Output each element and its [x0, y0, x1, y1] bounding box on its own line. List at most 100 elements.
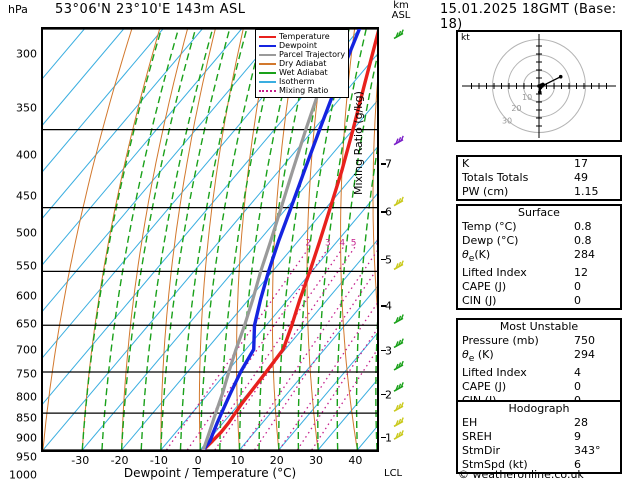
temperature-tick-label: 20	[269, 454, 284, 467]
km-tick-mark	[381, 258, 386, 261]
unstable-value: 0	[574, 380, 581, 394]
unstable-value: 294	[574, 348, 595, 361]
legend-label: Mixing Ratio	[279, 85, 329, 95]
surface-parcel-panel: Surface Temp (°C) 0.8 Dewp (°C) 0.8 θe(K) 284 L…	[456, 204, 622, 311]
info-row: CIN (J) 0	[458, 294, 620, 308]
legend-label: Temperature	[279, 31, 330, 41]
info-row: StmDir 343°	[458, 444, 620, 458]
km-tick-mark	[381, 211, 386, 213]
pressure-tick-label: 450	[16, 189, 37, 203]
info-row: K 17	[458, 157, 620, 171]
temperature-axis: -30 -20 -10 0 10 20 30 40	[41, 452, 379, 468]
legend-color-swatch	[259, 53, 276, 56]
info-row: Lifted Index 12	[458, 266, 620, 280]
legend-color-swatch	[259, 44, 276, 47]
svg-text:5: 5	[351, 238, 357, 248]
temperature-tick-label: 40	[348, 454, 363, 467]
surface-value: 0.8	[574, 220, 592, 233]
km-axis: 1 2 3 4 5 6 7 LCL	[381, 27, 405, 479]
pressure-tick-label: 700	[16, 343, 37, 357]
index-label: K	[462, 157, 470, 170]
svg-text:4: 4	[339, 238, 345, 248]
wind-barb	[393, 338, 404, 349]
surface-label: Dewp (°C)	[462, 234, 519, 247]
pressure-tick-label: 900	[16, 431, 37, 445]
pressure-axis: 300 350 400 450 500 550 600 650 700 750 800 850 900 9…	[0, 27, 41, 482]
wind-barb	[393, 382, 404, 392]
hodo-label: StmDir	[462, 444, 501, 457]
pressure-unit-label: hPa	[8, 3, 28, 16]
legend-color-swatch	[259, 89, 276, 92]
legend-item: Temperature	[259, 32, 345, 41]
most-unstable-parcel-panel: Most Unstable Pressure (mb) 750 θe (K) 294 Li…	[456, 318, 622, 411]
legend-label: Wet Adiabat	[279, 67, 328, 77]
pressure-tick-label: 800	[16, 390, 37, 404]
hodo-label: SREH	[462, 430, 492, 443]
temperature-tick-label: 0	[194, 454, 202, 467]
legend-label: Isotherm	[279, 76, 315, 86]
dry-adiabat-lines	[43, 29, 377, 450]
hodograph-panel-title: Hodograph	[508, 402, 570, 415]
km-axis-unit-label: km ASL	[388, 1, 414, 21]
svg-text:2: 2	[305, 238, 311, 248]
km-tick-label: 4	[385, 299, 392, 313]
legend-item: Parcel Trajectory	[259, 50, 345, 59]
legend-label: Dry Adiabat	[279, 58, 327, 68]
legend-item: Dry Adiabat	[259, 59, 345, 68]
pressure-tick-label: 400	[16, 148, 37, 162]
pressure-tick-label: 600	[16, 289, 37, 303]
hodo-value: 6	[574, 458, 581, 471]
surface-panel-title: Surface	[518, 206, 560, 219]
legend-item: Isotherm	[259, 77, 345, 86]
plot-legend: Temperature Dewpoint Parcel Trajectory Dry …	[255, 29, 349, 98]
hodograph-stats-panel: Hodograph EH 28 SREH 9 StmDir 343° StmSpd (kt) 6	[456, 400, 622, 474]
km-tick-mark	[381, 349, 386, 352]
wind-barb	[393, 314, 404, 324]
pressure-tick-label: 350	[16, 101, 37, 115]
unstable-label: Pressure (mb)	[462, 334, 539, 347]
most-unstable-panel-title: Most Unstable	[499, 320, 579, 333]
index-label: Totals Totals	[462, 171, 529, 184]
hodograph-unit-label: kt	[461, 33, 470, 43]
info-row: Lifted Index 4	[458, 366, 620, 380]
info-row: θe(K) 284	[458, 248, 620, 266]
wind-barb	[393, 29, 404, 40]
unstable-label: CAPE (J)	[462, 380, 507, 394]
surface-value: 0	[574, 294, 581, 308]
unstable-label: Lifted Index	[462, 366, 527, 380]
hodograph-plot: kt 10 20 30	[456, 30, 622, 142]
wet-adiabat-lines	[81, 29, 377, 450]
legend-item: Wet Adiabat	[259, 68, 345, 77]
km-unit-line2: ASL	[391, 10, 411, 21]
datetime-title: 15.01.2025 18GMT (Base: 18)	[440, 2, 617, 32]
x-axis-title: Dewpoint / Temperature (°C)	[123, 466, 297, 480]
pressure-tick-label: 750	[16, 367, 37, 381]
temperature-tick-label: -30	[71, 454, 90, 467]
info-row: SREH 9	[458, 430, 620, 444]
info-row: Totals Totals 49	[458, 171, 620, 185]
index-value: 17	[574, 157, 588, 170]
km-tick-mark	[381, 305, 386, 307]
pressure-tick-label: 1000	[9, 468, 37, 482]
lcl-label: LCL	[384, 468, 403, 479]
stability-indices-panel: K 17 Totals Totals 49 PW (cm) 1.15	[456, 155, 622, 201]
index-value: 1.15	[574, 185, 599, 198]
legend-item: Mixing Ratio	[259, 86, 345, 95]
km-tick-mark	[381, 393, 386, 396]
temperature-tick-label: 10	[230, 454, 245, 467]
surface-value: 284	[574, 248, 595, 261]
km-tick-mark	[381, 436, 386, 439]
legend-color-swatch	[259, 71, 276, 74]
hodo-value: 28	[574, 416, 588, 429]
skewt-svg: 2345810152025	[43, 29, 377, 450]
hodo-label: EH	[462, 416, 478, 429]
svg-text:8: 8	[376, 238, 377, 248]
pressure-tick-label: 650	[16, 317, 37, 331]
hodo-label: StmSpd (kt)	[462, 458, 528, 471]
hodo-value: 9	[574, 430, 581, 443]
km-tick-label: 2	[385, 388, 392, 402]
legend-color-swatch	[259, 35, 276, 38]
wind-barb	[393, 196, 404, 207]
pressure-tick-label: 850	[16, 411, 37, 425]
sounding-traces	[201, 29, 377, 450]
